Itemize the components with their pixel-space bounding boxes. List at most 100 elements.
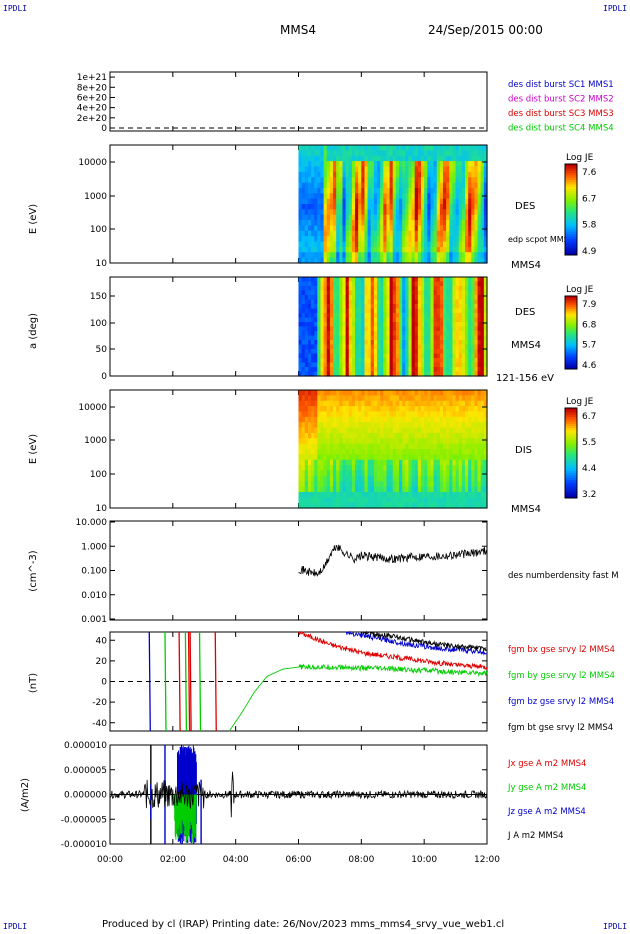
spectrogram-cell xyxy=(468,286,472,292)
spectrogram-cell xyxy=(443,497,447,504)
spectrogram-cell xyxy=(405,416,410,423)
spectrogram-cell xyxy=(355,326,359,332)
spectrogram-cell xyxy=(317,225,322,232)
spectrogram-cell xyxy=(314,349,318,355)
spectrogram-cell xyxy=(339,406,344,413)
spectrogram-cell xyxy=(443,465,447,472)
spectrogram-cell xyxy=(402,411,406,418)
spectrogram-cell xyxy=(414,281,419,287)
spectrogram-cell xyxy=(323,304,328,310)
spectrogram-cell xyxy=(395,187,400,194)
spectrogram-cell xyxy=(417,281,422,287)
spectrogram-cell xyxy=(373,150,378,157)
spectrogram-cell xyxy=(355,281,359,287)
spectrogram-cell xyxy=(342,182,347,189)
spectrogram-cell xyxy=(326,390,331,396)
spectrogram-cell xyxy=(329,246,334,253)
spectrogram-cell xyxy=(355,317,359,323)
spectrogram-cell xyxy=(373,225,378,232)
colorbar-cell xyxy=(565,446,577,449)
spectrogram-cell xyxy=(458,486,463,493)
spectrogram-cell xyxy=(430,241,435,248)
spectrogram-cell xyxy=(446,198,450,205)
spectrogram-cell xyxy=(311,230,315,237)
y-tick-label: 50 xyxy=(96,345,108,355)
colorbar-tick-label: 4.4 xyxy=(582,464,597,474)
spectrogram-cell xyxy=(439,277,444,283)
spectrogram-cell xyxy=(320,252,325,259)
spectrogram-cell xyxy=(430,362,435,368)
spectrogram-cell xyxy=(449,286,454,292)
spectrogram-cell xyxy=(377,308,381,314)
spectrogram-cell xyxy=(301,286,306,292)
spectrogram-cell xyxy=(301,371,306,377)
spectrogram-cell xyxy=(307,449,312,455)
spectrogram-cell xyxy=(333,220,337,227)
spectrogram-cell xyxy=(317,443,322,450)
spectrogram-cell xyxy=(361,198,366,205)
spectrogram-cell xyxy=(320,187,325,194)
spectrogram-cell xyxy=(358,230,362,237)
spectrogram-cell xyxy=(427,358,432,364)
spectrogram-cell xyxy=(326,443,331,450)
spectrogram-cell xyxy=(399,491,403,498)
spectrogram-cell xyxy=(436,349,441,355)
spectrogram-cell xyxy=(370,406,375,413)
spectrogram-cell xyxy=(458,502,463,509)
spectrogram-cell xyxy=(446,331,450,337)
spectrogram-cell xyxy=(301,465,306,472)
spectrogram-cell xyxy=(439,371,444,377)
spectrogram-cell xyxy=(421,277,425,283)
spectrogram-cell xyxy=(446,317,450,323)
spectrogram-cell xyxy=(443,390,447,396)
spectrogram-cell xyxy=(329,486,334,493)
spectrogram-cell xyxy=(436,491,441,498)
spectrogram-cell xyxy=(351,390,356,396)
spectrogram-cell xyxy=(433,246,438,253)
spectrogram-cell xyxy=(436,459,441,466)
y-axis-label: (nT) xyxy=(28,673,39,693)
spectrogram-cell xyxy=(443,317,447,323)
spectrogram-cell xyxy=(336,313,340,319)
spectrogram-cell xyxy=(414,313,419,319)
spectrogram-cell xyxy=(301,236,306,243)
spectrogram-cell xyxy=(358,161,362,168)
spectrogram-cell xyxy=(424,427,428,434)
spectrogram-cell xyxy=(342,422,347,429)
spectrogram-cell xyxy=(329,313,334,319)
spectrogram-cell xyxy=(361,177,366,184)
spectrogram-cell xyxy=(380,349,384,355)
spectrogram-cell xyxy=(314,326,318,332)
spectrogram-cell xyxy=(477,353,482,359)
spectrogram-cell xyxy=(342,432,347,439)
spectrogram-cell xyxy=(380,326,384,332)
spectrogram-cell xyxy=(392,150,397,157)
spectrogram-cell xyxy=(367,358,372,364)
spectrogram-cell xyxy=(317,481,322,488)
spectrogram-cell xyxy=(314,236,318,243)
spectrogram-cell xyxy=(323,308,328,314)
spectrogram-cell xyxy=(377,454,381,461)
spectrogram-cell xyxy=(373,204,378,210)
spectrogram-cell xyxy=(311,367,315,373)
spectrogram-cell xyxy=(386,286,391,292)
spectrogram-cell xyxy=(395,432,400,439)
spectrogram-cell xyxy=(471,470,476,477)
spectrogram-cell xyxy=(439,322,444,328)
spectrogram-cell xyxy=(430,454,435,461)
spectrogram-cell xyxy=(358,465,362,472)
spectrogram-cell xyxy=(414,295,419,301)
spectrogram-cell xyxy=(417,277,422,283)
spectrogram-cell xyxy=(474,486,479,493)
spectrogram-cell xyxy=(339,340,344,346)
spectrogram-cell xyxy=(443,406,447,413)
spectrogram-cell xyxy=(298,491,303,498)
spectrogram-cell xyxy=(408,236,413,243)
spectrogram-cell xyxy=(446,358,450,364)
spectrogram-cell xyxy=(424,481,428,488)
spectrogram-cell xyxy=(317,313,322,319)
spectrogram-cell xyxy=(298,204,303,210)
spectrogram-cell xyxy=(336,155,340,162)
spectrogram-cell xyxy=(320,497,325,504)
spectrogram-cell xyxy=(471,313,476,319)
